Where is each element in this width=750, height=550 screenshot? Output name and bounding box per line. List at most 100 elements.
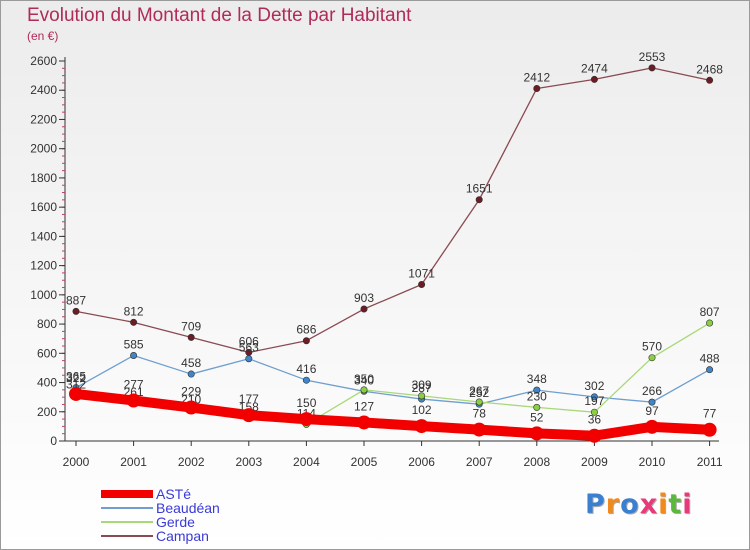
data-point-gerde — [533, 403, 541, 411]
logo-letter: i — [682, 489, 693, 520]
data-label-beaudan: 458 — [181, 356, 201, 370]
data-label-gerde: 197 — [584, 394, 604, 408]
legend-swatch-gerde — [101, 521, 153, 523]
data-label-beaudan: 340 — [354, 373, 374, 387]
data-point-beaudan — [302, 376, 310, 384]
x-tick-label: 2000 — [63, 455, 90, 469]
data-label-ast: 102 — [412, 403, 432, 417]
proxiti-logo: Proxiti — [585, 489, 693, 520]
legend-label-campan: Campan — [156, 528, 209, 544]
data-point-ast — [69, 386, 83, 401]
data-label-gerde: 312 — [66, 377, 86, 391]
data-point-campan — [533, 84, 541, 92]
y-tick-label: 2000 — [30, 142, 57, 156]
data-label-campan: 903 — [354, 291, 374, 305]
data-label-ast: 277 — [124, 378, 144, 392]
legend-item-beaudan: Beaudéan — [101, 501, 220, 515]
logo-letter: t — [668, 489, 683, 520]
data-label-ast: 36 — [588, 413, 602, 427]
data-point-gerde — [360, 386, 368, 394]
data-point-beaudan — [648, 398, 656, 406]
data-point-campan — [590, 75, 598, 83]
y-tick-label: 1400 — [30, 229, 57, 243]
data-label-campan: 2474 — [581, 61, 608, 75]
data-label-beaudan: 585 — [124, 338, 144, 352]
data-point-ast — [472, 422, 487, 437]
series-line-beaudan — [75, 354, 711, 405]
data-point-beaudan — [533, 386, 541, 394]
y-tick-label: 1200 — [30, 259, 57, 273]
y-tick-label: 600 — [37, 346, 57, 360]
data-label-campan: 2412 — [523, 70, 550, 84]
data-label-campan: 1071 — [408, 266, 435, 280]
x-tick-label: 2003 — [235, 455, 262, 469]
data-label-gerde: 267 — [469, 384, 489, 398]
data-label-campan: 1651 — [466, 182, 493, 196]
data-point-campan — [302, 337, 310, 345]
data-point-ast — [184, 400, 199, 415]
series-line-campan — [75, 67, 711, 354]
data-label-gerde: 350 — [354, 372, 374, 386]
legend-label-beaudan: Beaudéan — [156, 500, 220, 516]
data-label-beaudan: 287 — [412, 381, 432, 395]
data-point-beaudan — [187, 370, 195, 378]
data-label-gerde: 230 — [527, 389, 547, 403]
data-point-ast — [645, 419, 659, 434]
data-point-gerde — [418, 392, 426, 400]
y-tick-label: 2200 — [30, 112, 57, 126]
data-label-ast: 177 — [239, 392, 259, 406]
data-label-campan: 709 — [181, 319, 201, 333]
legend-label-ast: ASTé — [156, 486, 192, 502]
data-label-gerde: 309 — [412, 378, 432, 392]
data-point-gerde — [475, 398, 483, 406]
y-tick-label: 2400 — [30, 83, 57, 97]
data-label-ast: 77 — [703, 407, 717, 421]
data-label-campan: 686 — [296, 323, 316, 337]
y-tick-label: 0 — [50, 434, 57, 448]
legend-swatch-campan — [101, 535, 153, 537]
data-point-campan — [72, 307, 80, 315]
legend-swatch-beaudan — [101, 507, 153, 509]
data-label-ast: 229 — [181, 385, 201, 399]
x-tick-label: 2009 — [581, 455, 608, 469]
data-point-ast — [241, 408, 256, 423]
data-label-beaudan: 348 — [527, 372, 547, 386]
x-tick-label: 2007 — [466, 455, 493, 469]
data-point-campan — [130, 318, 138, 326]
data-point-campan — [648, 64, 656, 72]
data-label-beaudan: 302 — [584, 379, 604, 393]
x-tick-label: 2001 — [120, 455, 147, 469]
data-point-ast — [357, 415, 371, 430]
chart-title: Evolution du Montant de la Dette par Hab… — [27, 5, 412, 26]
data-label-ast: 97 — [645, 404, 659, 418]
data-point-ast — [299, 412, 314, 427]
data-point-beaudan — [245, 355, 253, 363]
data-label-beaudan: 252 — [469, 386, 489, 400]
legend-item-ast: ASTé — [101, 487, 220, 501]
data-point-campan — [706, 76, 714, 84]
logo-letter: P — [585, 489, 606, 520]
x-tick-label: 2002 — [178, 455, 205, 469]
data-label-ast: 150 — [296, 396, 316, 410]
data-label-ast: 52 — [530, 410, 544, 424]
y-tick-label: 1000 — [30, 288, 57, 302]
data-label-campan: 606 — [239, 334, 259, 348]
data-point-ast — [126, 393, 141, 408]
logo-letter: x — [639, 489, 659, 520]
logo-letter: r — [605, 489, 621, 520]
y-tick-label: 200 — [37, 405, 57, 419]
data-point-campan — [360, 305, 368, 313]
y-tick-label: 1600 — [30, 200, 57, 214]
data-point-ast — [587, 428, 602, 443]
data-label-beaudan: 266 — [642, 384, 662, 398]
data-point-ast — [529, 426, 544, 441]
data-label-ast: 127 — [354, 399, 374, 413]
data-point-ast — [414, 419, 429, 434]
x-tick-label: 2006 — [408, 455, 435, 469]
data-label-campan: 812 — [124, 304, 144, 318]
data-label-ast: 78 — [473, 407, 487, 421]
x-tick-label: 2010 — [639, 455, 666, 469]
data-point-campan — [187, 333, 195, 341]
data-point-campan — [475, 196, 483, 204]
